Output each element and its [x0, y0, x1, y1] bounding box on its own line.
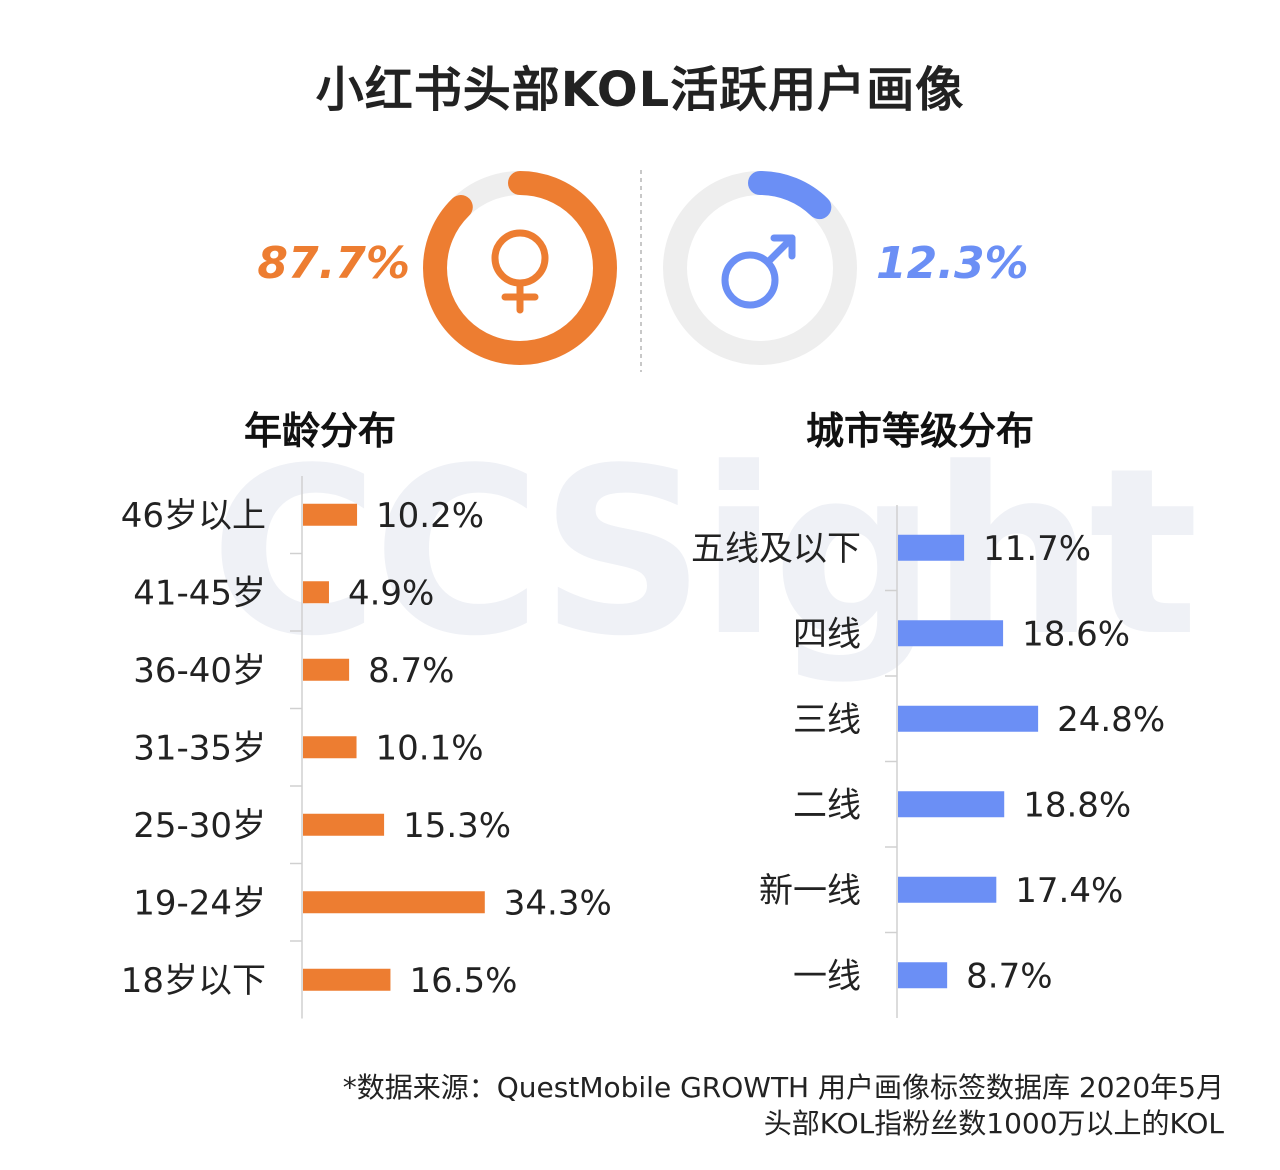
female-donut-arc — [423, 171, 617, 365]
age-value-label: 4.9% — [348, 573, 434, 613]
age-value-label: 10.1% — [376, 728, 484, 768]
male-symbol-icon — [721, 234, 796, 309]
age-bar — [303, 813, 385, 836]
age-value-label: 16.5% — [409, 961, 517, 1001]
age-bar — [303, 891, 485, 914]
age-category-label: 31-35岁 — [133, 728, 266, 768]
source-line: *数据来源：QuestMobile GROWTH 用户画像标签数据库 2020年… — [342, 1071, 1224, 1104]
city-category-label: 五线及以下 — [691, 529, 861, 569]
city-value-label: 24.8% — [1057, 700, 1165, 740]
city-value-label: 18.6% — [1022, 614, 1130, 654]
page-title: 小红书头部KOL活跃用户画像 — [315, 62, 965, 118]
city-category-label: 二线 — [793, 785, 861, 825]
age-bar — [303, 736, 357, 759]
age-category-label: 46岁以上 — [121, 496, 266, 536]
city-category-label: 三线 — [793, 700, 861, 740]
city-bar — [898, 876, 997, 903]
age-value-label: 8.7% — [368, 651, 454, 691]
watermark-text: CCSight — [210, 420, 1199, 687]
city-chart-title: 城市等级分布 — [805, 409, 1034, 453]
city-category-label: 新一线 — [759, 871, 861, 911]
city-category-label: 一线 — [793, 956, 861, 996]
age-category-label: 18岁以下 — [121, 961, 266, 1001]
age-chart-title: 年龄分布 — [243, 409, 396, 453]
city-bar — [898, 534, 965, 561]
city-category-label: 四线 — [793, 614, 861, 654]
city-bar — [898, 620, 1004, 647]
city-bar — [898, 791, 1005, 818]
city-value-label: 8.7% — [966, 956, 1052, 996]
age-category-label: 25-30岁 — [133, 806, 266, 846]
age-bar — [303, 503, 358, 526]
city-bar — [898, 962, 948, 989]
city-value-label: 18.8% — [1023, 785, 1131, 825]
city-value-label: 17.4% — [1015, 871, 1123, 911]
age-category-label: 36-40岁 — [133, 651, 266, 691]
male-donut-arc — [663, 171, 857, 365]
age-category-label: 41-45岁 — [133, 573, 266, 613]
age-bar — [303, 658, 350, 681]
age-value-label: 10.2% — [376, 496, 484, 536]
city-bar — [898, 705, 1039, 732]
female-symbol-icon — [491, 229, 549, 314]
city-tier-distribution-chart: 五线及以下 11.7% 四线 18.6% 三线 24.8% 二线 18.8% 新一线 17.4% 一… — [691, 505, 1165, 1018]
age-bar — [303, 581, 329, 604]
age-value-label: 15.3% — [403, 806, 511, 846]
definition-line: 头部KOL指粉丝数1000万以上的KOL — [763, 1107, 1224, 1140]
source-footnote: *数据来源：QuestMobile GROWTH 用户画像标签数据库 2020年… — [343, 1070, 1224, 1142]
age-value-label: 34.3% — [504, 883, 612, 923]
age-category-label: 19-24岁 — [133, 883, 266, 923]
city-value-label: 11.7% — [983, 529, 1091, 569]
age-bar — [303, 968, 391, 991]
female-percentage: 87.7% — [257, 238, 410, 289]
age-distribution-chart: 46岁以上 10.2% 41-45岁 4.9% 36-40岁 8.7% 31-35岁 10.1… — [121, 476, 612, 1019]
male-percentage: 12.3% — [876, 238, 1029, 289]
